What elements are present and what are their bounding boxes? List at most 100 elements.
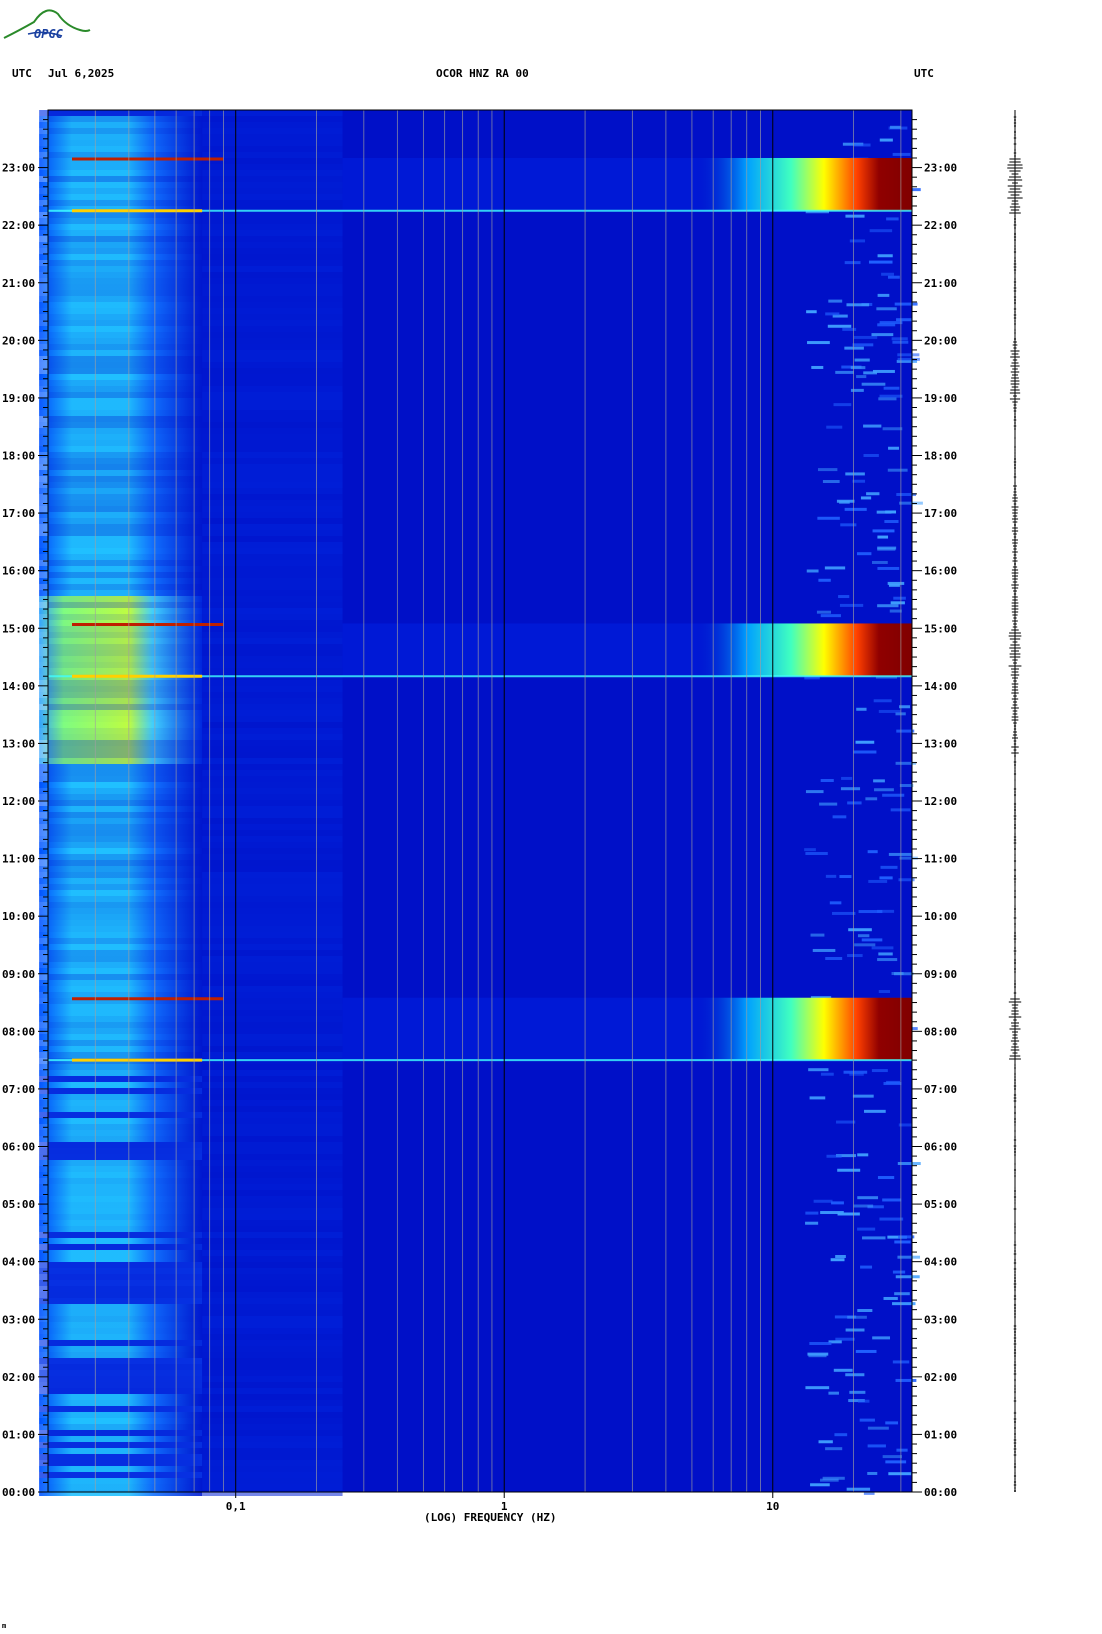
low-freq-cell — [39, 140, 203, 146]
hour-label-right: 20:00 — [924, 334, 957, 347]
low-freq-cell — [39, 764, 203, 770]
high-freq-speckle — [879, 1217, 904, 1221]
high-freq-speckle — [877, 604, 899, 608]
low-freq-cell — [39, 680, 203, 686]
low-freq-cell — [202, 1328, 343, 1334]
high-freq-speckle — [872, 369, 895, 373]
low-freq-cell — [202, 656, 343, 662]
high-freq-speckle — [849, 1390, 866, 1394]
low-freq-cell — [39, 368, 203, 374]
high-freq-speckle — [879, 394, 903, 398]
low-freq-cell — [202, 392, 343, 398]
low-freq-cell — [39, 1016, 203, 1022]
hour-label-right: 03:00 — [924, 1313, 957, 1326]
low-freq-cell — [202, 956, 343, 962]
high-freq-speckle — [859, 1418, 875, 1422]
frequency-axis: 0,1 1 10 — [226, 1492, 779, 1513]
low-freq-cell — [202, 902, 343, 908]
low-freq-cell — [202, 578, 343, 584]
low-freq-cell — [39, 944, 203, 950]
low-freq-cell — [202, 1154, 343, 1160]
low-freq-cell — [39, 1214, 203, 1220]
high-freq-speckle — [897, 357, 920, 361]
low-freq-cell — [202, 1478, 343, 1484]
low-freq-cell — [202, 842, 343, 848]
low-freq-cell — [202, 476, 343, 482]
low-freq-cell — [202, 860, 343, 866]
high-freq-speckle — [883, 1296, 898, 1300]
hour-label-right: 16:00 — [924, 565, 957, 578]
high-freq-speckle — [834, 1315, 857, 1319]
hour-label-right: 11:00 — [924, 853, 957, 866]
low-freq-cell — [39, 110, 203, 116]
high-freq-speckle — [877, 254, 893, 258]
low-freq-cell — [39, 1424, 203, 1430]
low-freq-cell — [39, 176, 203, 182]
high-freq-speckle — [840, 787, 861, 791]
low-freq-cell — [202, 686, 343, 692]
high-freq-speckle — [888, 446, 900, 450]
high-freq-speckle — [845, 1328, 865, 1332]
high-freq-speckle — [877, 546, 897, 550]
low-freq-cell — [202, 332, 343, 338]
event-band — [691, 997, 912, 1061]
high-freq-speckle — [867, 850, 878, 854]
hour-label-left: 13:00 — [2, 737, 35, 750]
low-freq-cell — [39, 1436, 203, 1442]
low-freq-cell — [39, 458, 203, 464]
high-freq-speckle — [857, 1153, 869, 1157]
low-freq-cell — [202, 1418, 343, 1424]
high-freq-speckle — [878, 709, 901, 713]
low-freq-cell — [39, 908, 203, 914]
low-freq-cell — [39, 866, 203, 872]
low-freq-cell — [202, 230, 343, 236]
low-freq-cell — [39, 740, 203, 746]
low-freq-cell — [202, 854, 343, 860]
hour-label-left: 19:00 — [2, 392, 35, 405]
frequency-gridlines — [47, 110, 902, 1492]
low-freq-cell — [39, 344, 203, 350]
high-freq-speckle — [804, 848, 816, 852]
low-freq-cell — [39, 1244, 203, 1250]
low-freq-cell — [202, 1316, 343, 1322]
low-freq-cell — [39, 1466, 203, 1472]
opgc-logo — [3, 9, 91, 39]
low-freq-cell — [39, 650, 203, 656]
low-freq-cell — [39, 1430, 203, 1436]
low-freq-cell — [39, 560, 203, 566]
hour-label-left: 11:00 — [2, 853, 35, 866]
low-freq-cell — [202, 890, 343, 896]
low-freq-cell — [202, 248, 343, 254]
low-freq-cell — [39, 1280, 203, 1286]
low-freq-cell — [202, 596, 343, 602]
low-freq-cell — [202, 998, 343, 1004]
high-freq-speckle — [845, 1373, 865, 1377]
low-freq-cell — [39, 746, 203, 752]
low-freq-cell — [39, 1148, 203, 1154]
high-freq-speckle — [827, 324, 852, 328]
low-freq-cell — [202, 194, 343, 200]
low-freq-cell — [39, 200, 203, 206]
high-freq-speckle — [826, 1154, 842, 1158]
high-freq-speckle — [878, 397, 897, 401]
low-freq-cell — [39, 386, 203, 392]
low-freq-cell — [39, 872, 203, 878]
high-freq-speckle — [871, 1069, 888, 1073]
low-freq-cell — [39, 854, 203, 860]
hour-label-left: 02:00 — [2, 1371, 35, 1384]
low-freq-cell — [202, 1394, 343, 1400]
high-freq-speckle — [888, 583, 900, 587]
low-freq-cell — [39, 1256, 203, 1262]
low-freq-cell — [39, 554, 203, 560]
low-freq-cell — [39, 1184, 203, 1190]
high-freq-speckle — [857, 1196, 879, 1200]
high-freq-speckle — [828, 1391, 839, 1395]
low-freq-cell — [39, 710, 203, 716]
low-freq-cell — [202, 128, 343, 134]
low-freq-cell — [202, 542, 343, 548]
low-freq-cell — [39, 146, 203, 152]
low-freq-cell — [202, 152, 343, 158]
low-freq-cell — [202, 1268, 343, 1274]
high-freq-speckle — [856, 552, 872, 556]
low-freq-cell — [39, 1076, 203, 1082]
